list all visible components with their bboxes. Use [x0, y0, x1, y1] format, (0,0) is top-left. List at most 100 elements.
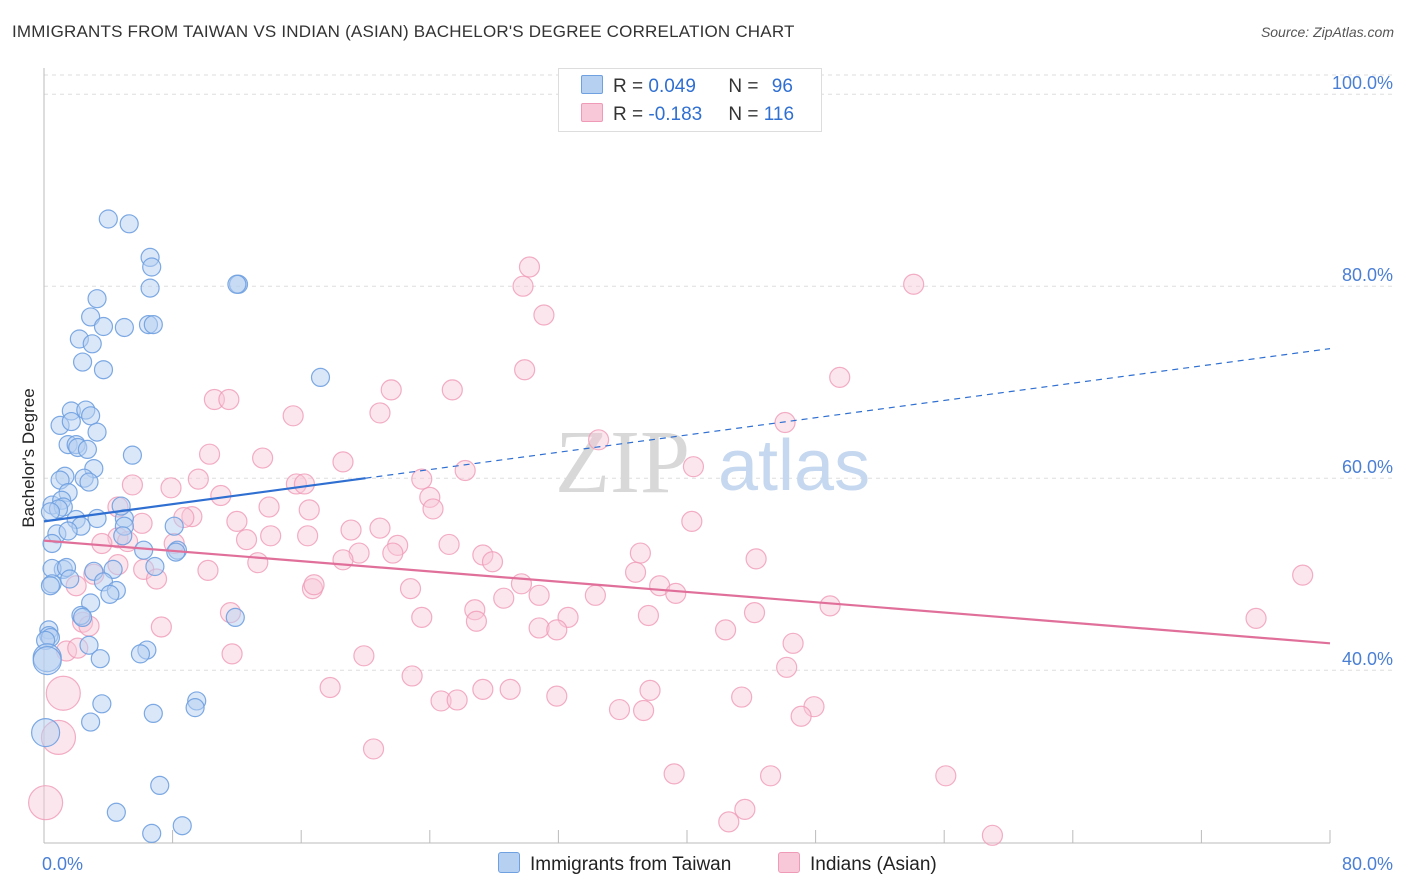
data-point-indians — [663, 763, 685, 785]
data-point-indians — [441, 379, 463, 401]
data-point-indians — [512, 275, 534, 297]
legend-row-taiwan: R = 0.049 N = 96 — [581, 75, 793, 98]
data-point-indians — [903, 273, 925, 295]
data-point-indians — [210, 484, 232, 507]
n-value: 96 — [771, 76, 793, 97]
data-point-indians — [584, 584, 606, 606]
data-point-indians — [546, 685, 568, 707]
source-label: Source: ZipAtlas.com — [1260, 24, 1394, 40]
watermark-zip: ZIP — [555, 413, 690, 512]
data-point-indians — [446, 689, 468, 711]
data-point-indians — [221, 643, 243, 665]
trend-line-taiwan-extension — [365, 348, 1331, 479]
data-point-indians — [782, 632, 804, 654]
data-point-indians — [632, 699, 655, 722]
data-point-taiwan — [81, 712, 101, 732]
data-point-indians — [774, 411, 796, 434]
data-point-taiwan — [72, 352, 93, 372]
chart-title: IMMIGRANTS FROM TAIWAN VS INDIAN (ASIAN)… — [12, 22, 795, 41]
data-point-indians — [682, 456, 705, 478]
gridlines — [44, 74, 1392, 671]
data-point-taiwan — [79, 472, 99, 492]
bottom-swatch-taiwan — [498, 852, 520, 873]
y-tick-label: 40.0% — [1342, 649, 1393, 669]
data-point-taiwan — [143, 703, 163, 724]
data-point-indians — [790, 705, 812, 727]
data-point-indians — [91, 532, 113, 555]
data-point-indians — [218, 388, 240, 411]
stats-legend: R = 0.049 N = 96 R = -0.183 N = 116 — [558, 68, 822, 132]
data-point-taiwan — [60, 569, 80, 589]
data-point-indians — [382, 542, 404, 564]
data-point-indians — [247, 552, 269, 574]
data-point-indians — [759, 765, 782, 787]
y-tick-label: 80.0% — [1342, 265, 1393, 285]
data-point-taiwan — [31, 717, 61, 748]
data-point-indians — [714, 619, 737, 641]
trend-lines — [43, 348, 1331, 645]
data-point-indians — [528, 584, 550, 606]
data-point-indians — [297, 525, 319, 547]
data-point-taiwan — [40, 576, 61, 596]
data-point-indians — [348, 542, 370, 564]
data-point-indians — [226, 510, 248, 533]
data-point-indians — [518, 256, 541, 278]
data-point-taiwan — [40, 502, 61, 522]
data-point-taiwan — [150, 775, 170, 796]
data-point-indians — [380, 379, 402, 401]
data-point-indians — [252, 447, 274, 469]
data-point-taiwan — [87, 508, 107, 529]
data-point-indians — [121, 474, 144, 496]
bottom-legend-label: Indians (Asian) — [810, 854, 937, 875]
data-point-indians — [28, 785, 64, 821]
data-point-taiwan — [100, 584, 120, 604]
data-point-taiwan — [81, 406, 101, 426]
data-point-indians — [369, 402, 391, 424]
data-point-indians — [438, 533, 460, 556]
bottom-swatch-indians — [778, 852, 800, 873]
data-point-indians — [681, 510, 703, 533]
data-point-indians — [514, 359, 536, 381]
data-point-indians — [411, 606, 433, 629]
y-tick-label: 60.0% — [1342, 457, 1393, 477]
data-point-indians — [546, 619, 568, 641]
data-point-indians — [734, 798, 756, 821]
data-point-indians — [465, 610, 488, 632]
data-point-indians — [293, 473, 316, 495]
data-point-indians — [608, 698, 631, 721]
data-point-taiwan — [225, 607, 245, 628]
bottom-legend-label: Immigrants from Taiwan — [530, 854, 732, 875]
data-point-indians — [181, 505, 203, 528]
data-point-taiwan — [310, 367, 331, 387]
data-point-indians — [464, 599, 486, 621]
data-point-indians — [745, 548, 767, 570]
data-point-indians — [819, 595, 841, 617]
data-point-indians — [332, 451, 354, 473]
data-point-taiwan — [172, 816, 192, 836]
data-point-taiwan — [140, 278, 160, 298]
data-point-taiwan — [72, 607, 93, 628]
x-tick-label: 0.0% — [42, 854, 83, 874]
data-point-indians — [362, 738, 385, 760]
data-point-taiwan — [92, 694, 112, 714]
data-point-indians — [298, 499, 320, 521]
data-point-indians — [472, 678, 494, 701]
data-point-indians — [131, 512, 153, 534]
data-point-indians — [411, 468, 433, 490]
data-point-taiwan — [106, 802, 126, 822]
data-point-taiwan — [93, 360, 114, 380]
data-point-indians — [340, 519, 362, 541]
data-point-indians — [1245, 607, 1267, 629]
data-point-indians — [258, 496, 280, 518]
data-point-taiwan — [93, 316, 114, 337]
data-point-indians — [829, 366, 851, 388]
y-tick-label: 100.0% — [1332, 73, 1393, 93]
data-point-indians — [499, 678, 521, 701]
data-point-indians — [718, 811, 740, 833]
data-point-taiwan — [119, 214, 139, 234]
data-point-indians — [493, 587, 515, 609]
data-point-indians — [160, 477, 182, 499]
data-point-indians — [629, 542, 651, 564]
data-point-indians — [197, 559, 219, 581]
